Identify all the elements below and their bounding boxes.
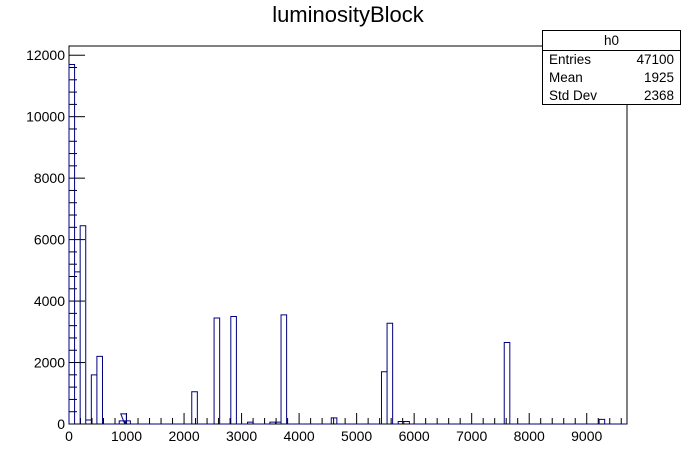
stats-row-mean: Mean 1925 <box>543 69 680 87</box>
stats-value: 2368 <box>643 88 674 103</box>
x-tick-label: 1000 <box>111 428 142 444</box>
y-tick-label: 4000 <box>34 293 65 309</box>
y-tick-label: 10000 <box>26 109 65 125</box>
x-tick-label: 2000 <box>168 428 199 444</box>
x-tick-label: 5000 <box>341 428 372 444</box>
x-tick-label: 7000 <box>456 428 487 444</box>
x-tick-label: 9000 <box>571 428 602 444</box>
stats-label: Entries <box>549 52 592 67</box>
axis-tick-labels: 0 1000 2000 3000 4000 5000 6000 7000 8000 9000 0 20… <box>26 47 602 444</box>
stats-box: h0 Entries 47100 Mean 1925 Std Dev 2368 <box>542 30 681 105</box>
stats-value: 1925 <box>643 70 674 85</box>
stats-label: Std Dev <box>549 88 598 103</box>
x-tick-label: 3000 <box>226 428 257 444</box>
axis-ticks <box>68 54 622 425</box>
x-tick-label: 6000 <box>399 428 430 444</box>
chart-title: luminosityBlock <box>272 2 424 27</box>
x-tick-label: 4000 <box>284 428 315 444</box>
y-tick-label: 8000 <box>34 170 65 186</box>
y-tick-label: 6000 <box>34 232 65 248</box>
stats-label: Mean <box>549 70 583 85</box>
x-tick-label: 8000 <box>514 428 545 444</box>
y-tick-label: 12000 <box>26 47 65 63</box>
y-tick-label: 0 <box>57 416 65 432</box>
y-tick-label: 2000 <box>34 355 65 371</box>
stats-row-stddev: Std Dev 2368 <box>543 87 680 105</box>
x-tick-label: 0 <box>65 428 73 444</box>
histogram-outline <box>68 63 627 425</box>
stats-row-entries: Entries 47100 <box>543 51 680 69</box>
stats-value: 47100 <box>636 52 674 67</box>
stats-box-title: h0 <box>543 31 680 51</box>
